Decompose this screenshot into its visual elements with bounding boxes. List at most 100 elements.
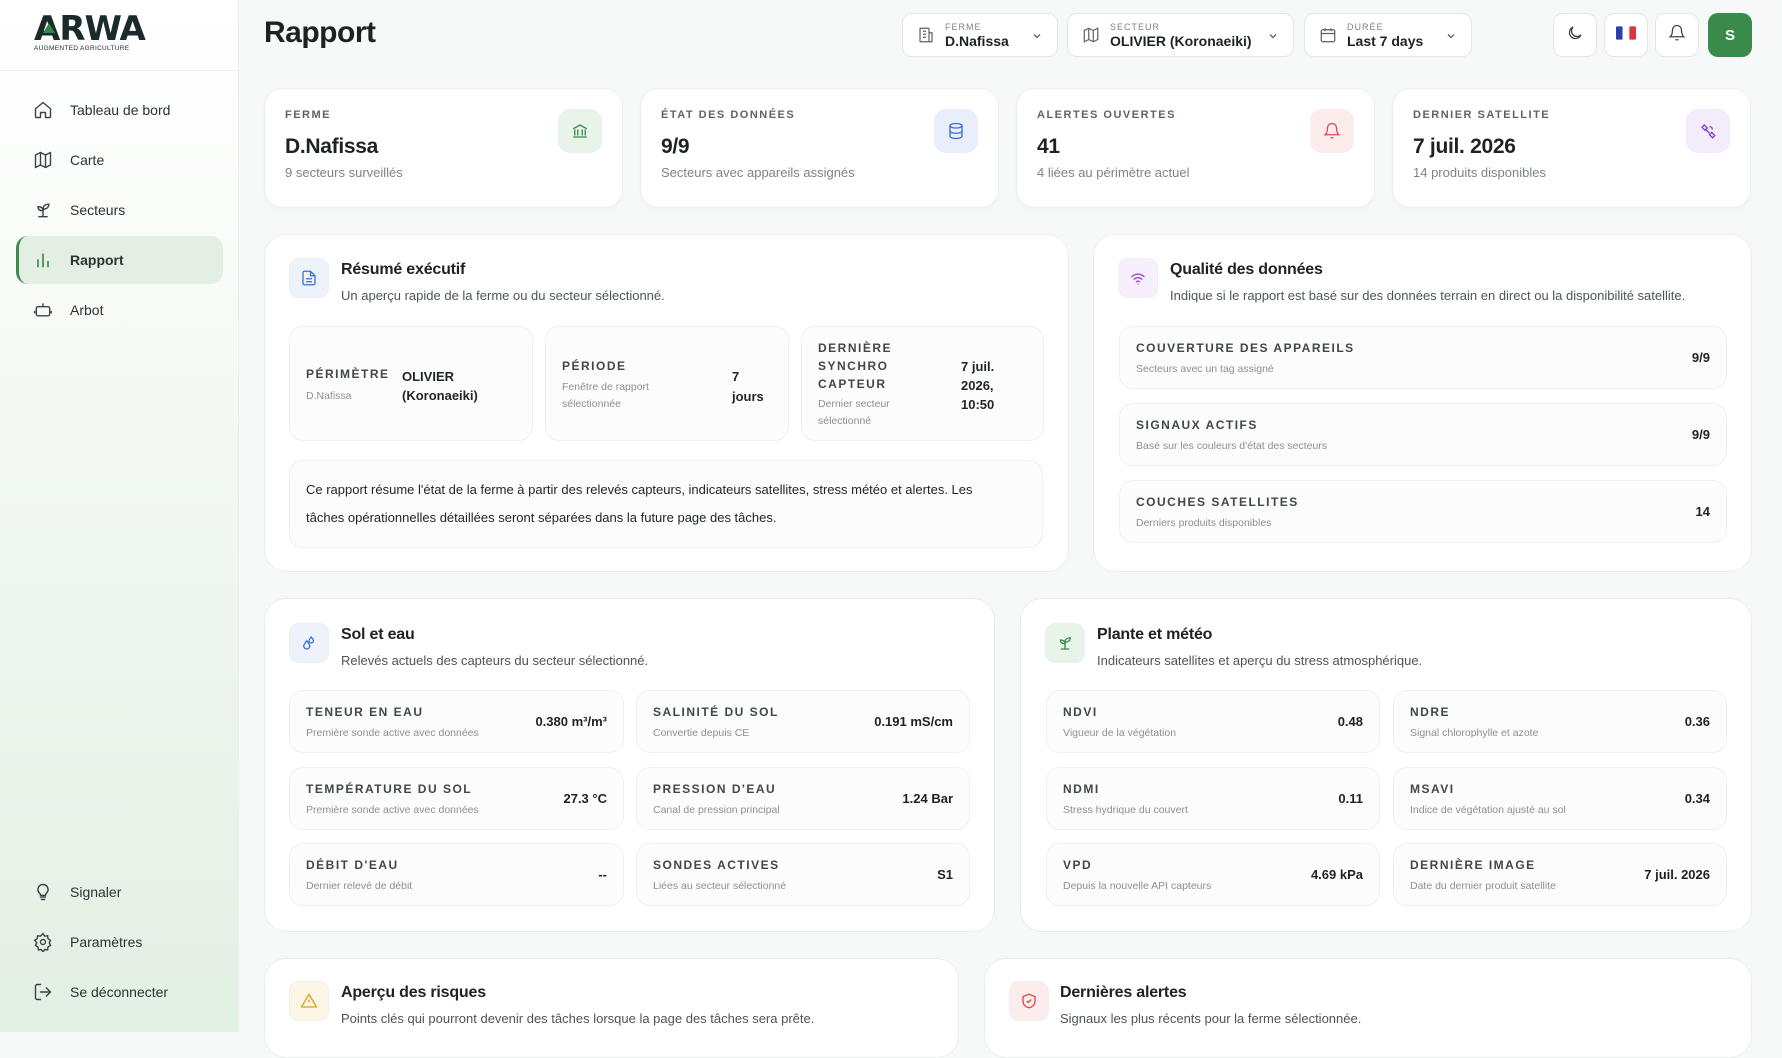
metric-label: NDVI (1063, 705, 1098, 719)
quality-row-label: COUVERTURE DES APPAREILS (1136, 341, 1355, 355)
quality-row: COUVERTURE DES APPAREILS Secteurs avec u… (1119, 326, 1727, 389)
farm-selector-label: FERME (945, 21, 982, 32)
logout-icon (32, 981, 54, 1003)
sidebar-item-label: Arbot (70, 302, 104, 318)
metric-value: 0.34 (1684, 791, 1710, 806)
metric-subtext: Canal de pression principal (653, 804, 780, 816)
quality-row-label: SIGNAUX ACTIFS (1136, 418, 1258, 432)
stat-card-data-state: ÉTAT DES DONNÉES 9/9 Secteurs avec appar… (640, 88, 999, 208)
arwa-logo[interactable]: ARWA AUGMENTED AGRICULTURE (34, 12, 164, 52)
risk-overview-panel (264, 958, 959, 1058)
moon-icon (1566, 24, 1584, 47)
sidebar-item-logout[interactable]: Se déconnecter (16, 968, 223, 1016)
stat-value: 9/9 (661, 135, 690, 158)
theme-toggle-button[interactable] (1553, 13, 1597, 57)
metric-label: NDRE (1410, 705, 1451, 719)
france-flag-icon (1616, 25, 1636, 46)
soil-metric-cell: SONDES ACTIVES Liées au secteur sélectio… (636, 843, 970, 906)
chart-icon (32, 249, 54, 271)
stat-subtext: Secteurs avec appareils assignés (661, 165, 855, 180)
metric-subtext: Liées au secteur sélectionné (653, 880, 787, 892)
metric-value: 0.48 (1337, 714, 1363, 729)
notifications-button[interactable] (1655, 13, 1699, 57)
chevron-down-icon (1445, 29, 1457, 41)
plant-weather-title: Plante et météo (1097, 626, 1213, 643)
metric-value: 4.69 kPa (1310, 867, 1363, 882)
metric-subtext: Signal chlorophylle et azote (1410, 727, 1539, 739)
lightbulb-icon (32, 881, 54, 903)
duration-selector-label: DURÉE (1347, 21, 1384, 32)
chevron-down-icon (1031, 29, 1043, 41)
sidebar-item-label: Tableau de bord (70, 102, 171, 118)
last-sync-subtext: Dernier secteur sélectionné (818, 398, 890, 427)
robot-icon (32, 299, 54, 321)
metric-subtext: Convertie depuis CE (653, 727, 750, 739)
stat-subtext: 14 produits disponibles (1413, 165, 1546, 180)
map-icon (32, 149, 54, 171)
data-quality-subtitle: Indique si le rapport est basé sur des d… (1170, 288, 1686, 303)
duration-selector[interactable]: DURÉE Last 7 days (1304, 13, 1472, 57)
metric-subtext: Vigueur de la végétation (1063, 727, 1177, 739)
sidebar-item-dashboard[interactable]: Tableau de bord (16, 86, 223, 134)
sidebar-item-label: Secteurs (70, 202, 126, 218)
metric-subtext: Depuis la nouvelle API capteurs (1063, 880, 1212, 892)
metric-label: DERNIÈRE IMAGE (1410, 858, 1536, 872)
plant-metric-cell: NDMI Stress hydrique du couvert 0.11 (1046, 767, 1380, 830)
metric-label: TENEUR EN EAU (306, 705, 424, 719)
perimeter-label: PÉRIMÈTRE (306, 367, 390, 381)
metric-label: MSAVI (1410, 782, 1455, 796)
plant-weather-subtitle: Indicateurs satellites et aperçu du stre… (1097, 653, 1423, 668)
logo-tagline: AUGMENTED AGRICULTURE (34, 45, 130, 52)
latest-alerts-panel (984, 958, 1752, 1058)
sidebar-divider (0, 70, 239, 71)
metric-label: SALINITÉ DU SOL (653, 705, 779, 719)
stat-label: DERNIER SATELLITE (1413, 109, 1551, 121)
farm-selector[interactable]: FERME D.Nafissa (902, 13, 1058, 57)
stat-label: ALERTES OUVERTES (1037, 109, 1176, 121)
sidebar-item-arbot[interactable]: Arbot (16, 286, 223, 334)
metric-subtext: Première sonde active avec données (306, 727, 479, 739)
bell-icon (1668, 24, 1686, 47)
satellite-icon (1686, 109, 1730, 153)
farm-selector-value: D.Nafissa (945, 32, 1009, 49)
metric-value: -- (598, 867, 607, 882)
metric-value: 0.191 mS/cm (874, 714, 953, 729)
duration-selector-value: Last 7 days (1347, 32, 1424, 49)
metric-value: 0.36 (1684, 714, 1710, 729)
logo-leaf-icon (43, 23, 55, 33)
metric-value: 7 juil. 2026 (1644, 867, 1710, 882)
sidebar-item-report[interactable]: Rapport (16, 236, 223, 284)
quality-row-subtext: Derniers produits disponibles (1136, 517, 1272, 529)
metric-value: 0.380 m³/m³ (535, 714, 607, 729)
quality-row-value: 9/9 (1691, 350, 1710, 365)
sidebar-item-map[interactable]: Carte (16, 136, 223, 184)
chevron-down-icon (1267, 29, 1279, 41)
sidebar: ARWA AUGMENTED AGRICULTURE Tableau de bo… (0, 0, 239, 1032)
sidebar-nav: Tableau de bord Carte Secteurs Rapport A… (16, 86, 223, 336)
quality-row-subtext: Secteurs avec un tag assigné (1136, 363, 1274, 375)
quality-row-value: 9/9 (1691, 427, 1710, 442)
sidebar-item-report-issue[interactable]: Signaler (16, 868, 223, 916)
bell-icon (1310, 109, 1354, 153)
stat-subtext: 9 secteurs surveillés (285, 165, 403, 180)
metric-label: NDMI (1063, 782, 1100, 796)
plant-metric-cell: MSAVI Indice de végétation ajusté au sol… (1393, 767, 1727, 830)
user-avatar[interactable]: S (1708, 13, 1752, 57)
language-button[interactable] (1604, 13, 1648, 57)
plant-metric-cell: NDVI Vigueur de la végétation 0.48 (1046, 690, 1380, 753)
quality-row: SIGNAUX ACTIFS Basé sur les couleurs d'é… (1119, 403, 1727, 466)
metric-value: 1.24 Bar (902, 791, 953, 806)
map-icon (1082, 26, 1100, 44)
perimeter-subtext: D.Nafissa (306, 390, 352, 402)
sidebar-item-settings[interactable]: Paramètres (16, 918, 223, 966)
quality-row-label: COUCHES SATELLITES (1136, 495, 1299, 509)
sidebar-item-label: Rapport (70, 252, 124, 268)
summary-period-card: PÉRIODE Fenêtre de rapport sélectionnée 7… (545, 326, 789, 441)
latest-alerts-subtitle: Signaux les plus récents pour la ferme s… (1060, 1011, 1362, 1026)
period-value: 7 jours (732, 369, 764, 404)
stat-card-farm: FERME D.Nafissa 9 secteurs surveillés (264, 88, 623, 208)
soil-metric-cell: DÉBIT D'EAU Dernier relevé de débit -- (289, 843, 624, 906)
sidebar-item-sectors[interactable]: Secteurs (16, 186, 223, 234)
sector-selector[interactable]: SECTEUR OLIVIER (Koronaeiki) (1067, 13, 1294, 57)
plant-metric-cell: DERNIÈRE IMAGE Date du dernier produit s… (1393, 843, 1727, 906)
